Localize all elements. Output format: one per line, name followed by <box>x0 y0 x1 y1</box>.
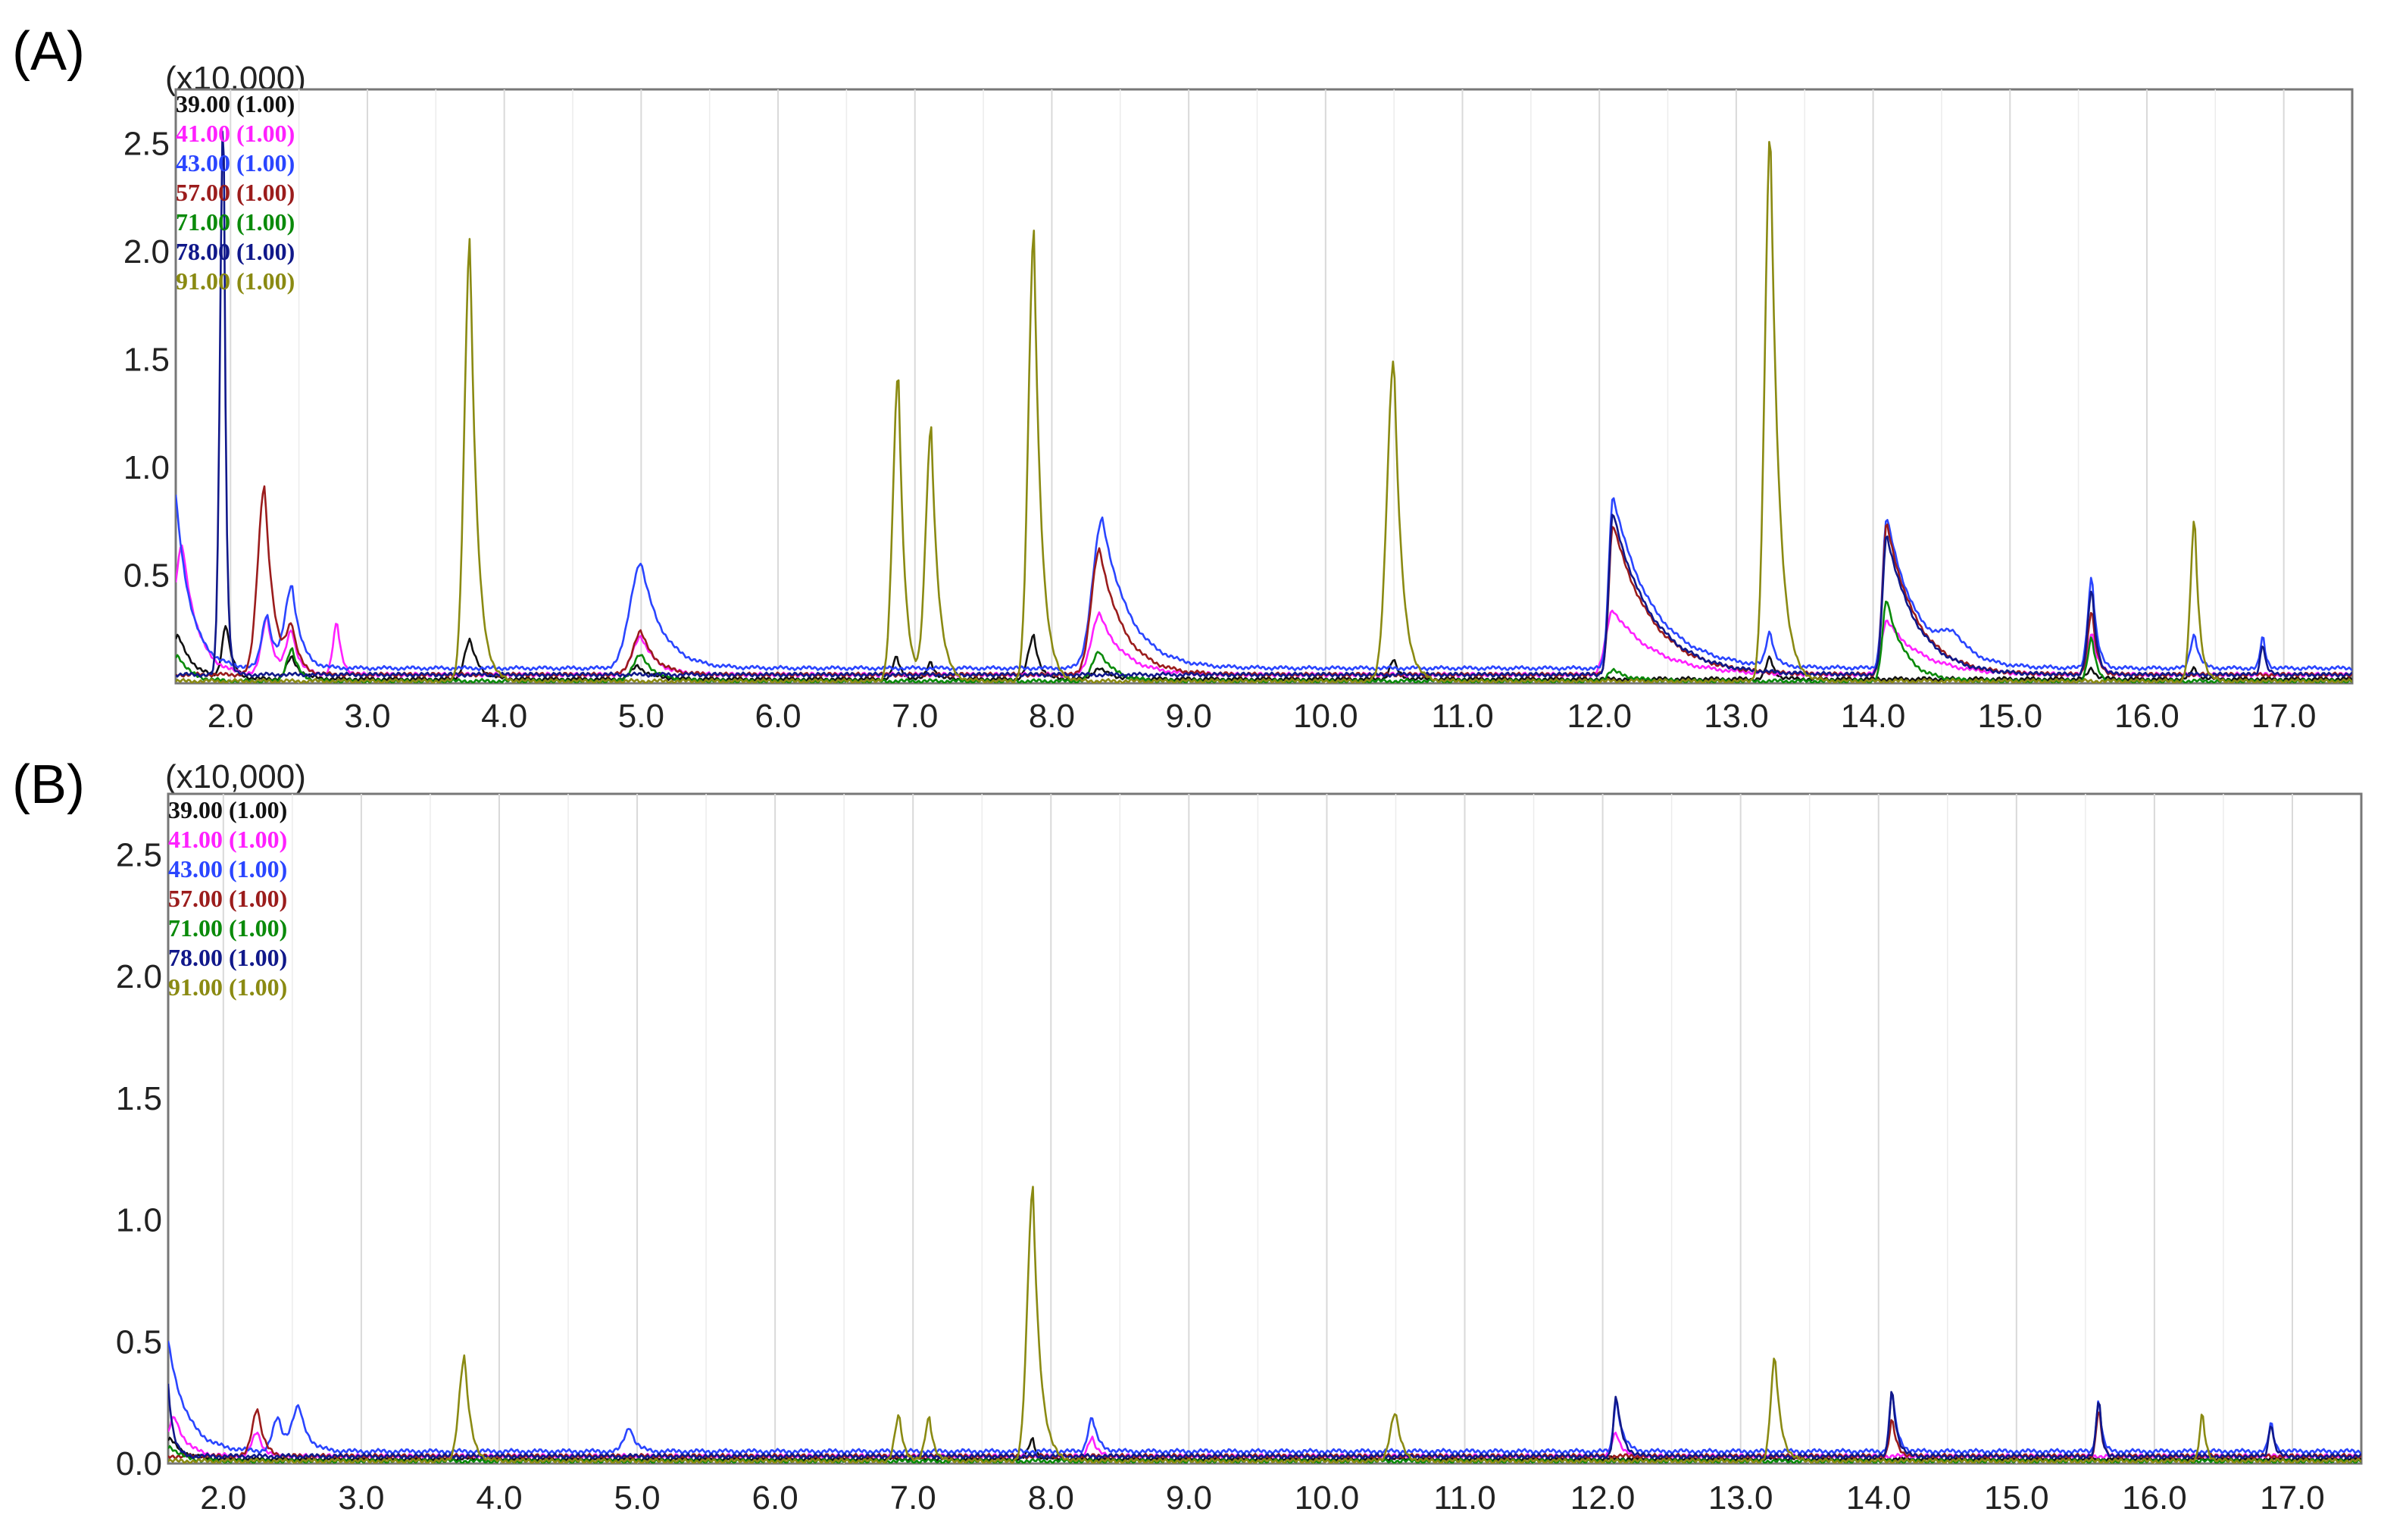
series-line-mz91 <box>168 1185 2361 1463</box>
chromatogram-panel-a: 2.0 3.0 4.0 5.0 6.0 7.0 8.0 9.0 10.0 11.0 12.0 13.0… <box>123 88 2354 735</box>
x-tick-label: 8.0 <box>1029 698 1075 735</box>
x-tick-label: 14.0 <box>1846 1479 1911 1517</box>
y-tick-label: 2.5 <box>123 125 170 162</box>
y-scale-label-b: (x10,000) <box>165 758 306 795</box>
y-tick-label: 2.0 <box>116 958 162 995</box>
x-tick-label: 3.0 <box>338 1479 384 1517</box>
y-tick-label: 2.5 <box>116 836 162 873</box>
x-tick-label: 15.0 <box>1984 1479 2049 1517</box>
legend-entry-mz57: 57.00 (1.00) <box>168 885 287 912</box>
series-lines <box>168 1185 2361 1463</box>
x-tick-label: 5.0 <box>614 1479 660 1517</box>
panel-label-a: (A) <box>12 21 85 82</box>
x-tick-label: 7.0 <box>890 1479 936 1517</box>
series-lines <box>176 130 2352 683</box>
legend-entry-mz91: 91.00 (1.00) <box>168 973 287 1001</box>
y-tick-label: 1.0 <box>116 1202 162 1239</box>
x-tick-label: 11.0 <box>1431 698 1493 735</box>
legend-entry-mz78: 78.00 (1.00) <box>176 238 295 265</box>
legend-entry-mz71: 71.00 (1.00) <box>168 914 287 942</box>
y-tick-label: 0.5 <box>123 557 170 594</box>
x-tick-label: 15.0 <box>1977 698 2042 735</box>
series-line-mz78 <box>168 1383 2361 1460</box>
x-tick-label: 12.0 <box>1567 698 1632 735</box>
chromatogram-panel-b: 2.0 3.0 4.0 5.0 6.0 7.0 8.0 9.0 10.0 11.0 12.0 13.0… <box>116 792 2363 1517</box>
series-line-mz78 <box>176 130 2352 678</box>
x-tick-label: 16.0 <box>2122 1479 2187 1517</box>
x-tick-label: 8.0 <box>1028 1479 1074 1517</box>
x-tick-label: 5.0 <box>618 698 664 735</box>
legend-entry-mz78: 78.00 (1.00) <box>168 944 287 971</box>
y-tick-label: 2.0 <box>123 233 170 270</box>
legend-entry-mz39: 39.00 (1.00) <box>176 90 295 117</box>
legend-entry-mz43: 43.00 (1.00) <box>176 149 295 176</box>
legend-entry-mz41: 41.00 (1.00) <box>168 826 287 853</box>
x-tick-label: 14.0 <box>1841 698 1906 735</box>
x-tick-label: 7.0 <box>892 698 938 735</box>
series-line-mz43 <box>168 1341 2361 1455</box>
x-tick-label: 11.0 <box>1433 1479 1495 1517</box>
panel-label-b: (B) <box>12 754 85 815</box>
legend-entry-mz91: 91.00 (1.00) <box>176 267 295 295</box>
legend-entry-mz43: 43.00 (1.00) <box>168 855 287 882</box>
legend-entry-mz71: 71.00 (1.00) <box>176 208 295 236</box>
series-line-mz43 <box>176 494 2352 672</box>
plot-area <box>174 88 2354 685</box>
x-tick-label: 17.0 <box>2260 1479 2325 1517</box>
x-tick-label: 2.0 <box>200 1479 246 1517</box>
legend-entry-mz41: 41.00 (1.00) <box>176 120 295 147</box>
x-tick-label: 9.0 <box>1166 1479 1212 1517</box>
x-tick-label: 17.0 <box>2251 698 2317 735</box>
legend-entry-mz57: 57.00 (1.00) <box>176 179 295 206</box>
x-tick-label: 6.0 <box>755 698 801 735</box>
y-tick-label: 0.0 <box>116 1445 162 1482</box>
x-tick-label: 9.0 <box>1166 698 1212 735</box>
plot-area <box>167 792 2363 1465</box>
x-tick-label: 12.0 <box>1570 1479 1636 1517</box>
x-tick-label: 13.0 <box>1708 1479 1773 1517</box>
x-tick-label: 4.0 <box>476 1479 522 1517</box>
x-tick-label: 13.0 <box>1704 698 1769 735</box>
legend-entry-mz39: 39.00 (1.00) <box>168 796 287 823</box>
x-tick-label: 16.0 <box>2114 698 2179 735</box>
series-line-mz71 <box>176 600 2352 683</box>
x-tick-label: 2.0 <box>208 698 254 735</box>
series-line-mz91 <box>176 141 2352 683</box>
x-tick-label: 10.0 <box>1295 1479 1360 1517</box>
x-tick-label: 10.0 <box>1293 698 1358 735</box>
y-tick-label: 1.5 <box>123 341 170 378</box>
y-tick-label: 1.5 <box>116 1080 162 1117</box>
x-tick-label: 3.0 <box>344 698 390 735</box>
y-tick-label: 0.5 <box>116 1323 162 1360</box>
x-tick-label: 4.0 <box>481 698 527 735</box>
x-tick-label: 6.0 <box>752 1479 798 1517</box>
y-tick-label: 1.0 <box>123 449 170 486</box>
